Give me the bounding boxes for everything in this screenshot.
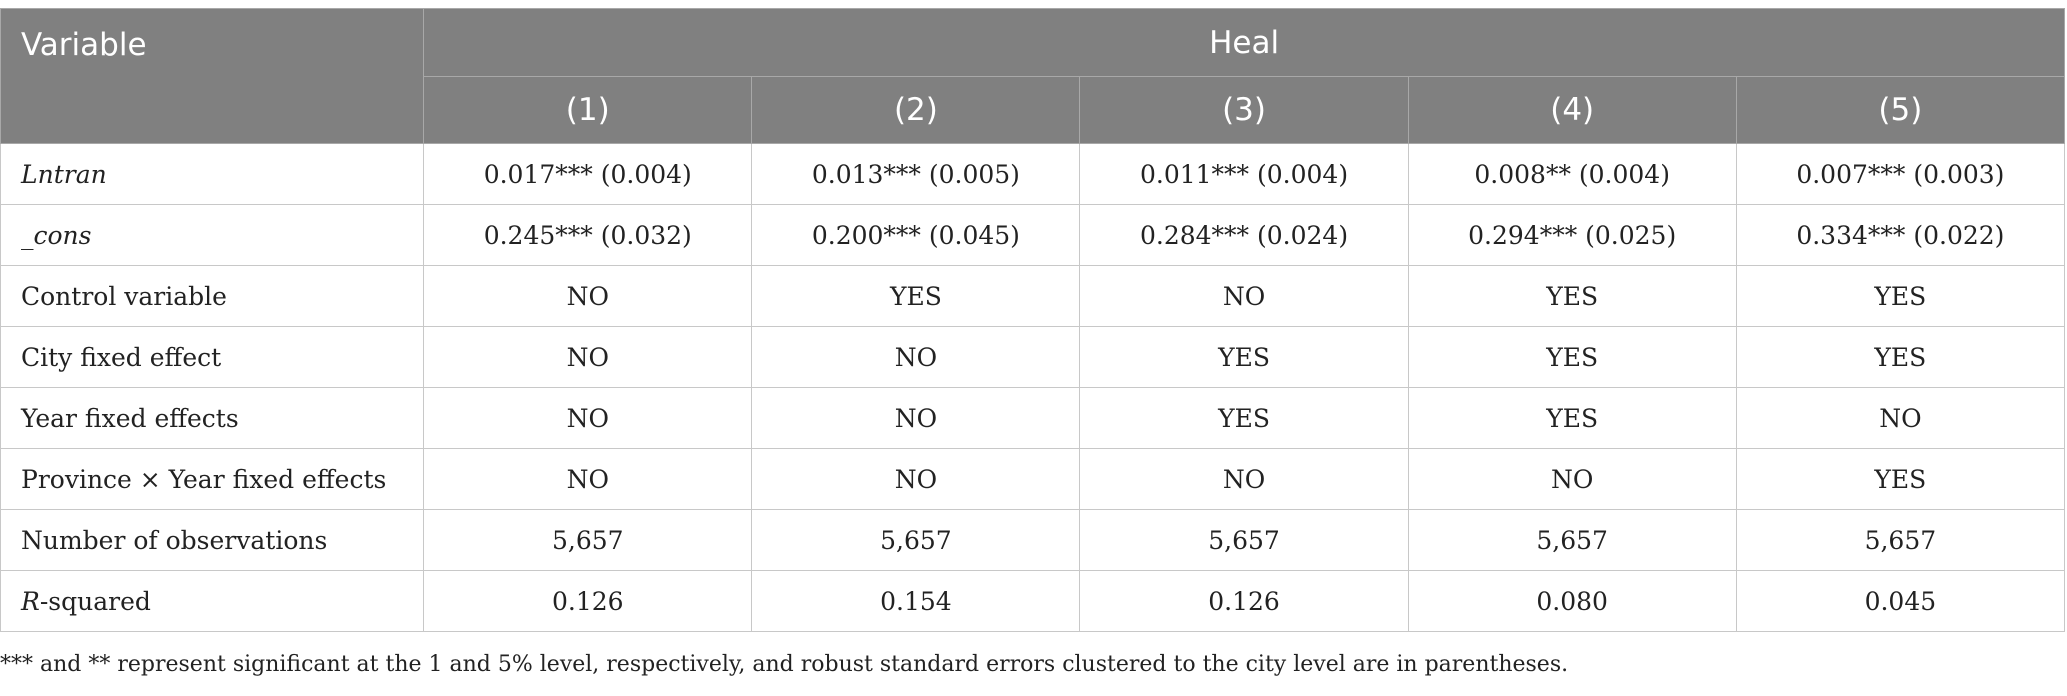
table-cell: 0.245*** (0.032) [423,204,753,266]
row-label: Year fixed effects [0,387,425,449]
table-cell: 0.008** (0.004) [1407,143,1737,205]
table-cell: NO [423,265,753,327]
heal-group-header: Heal [423,8,2065,77]
table-cell: NO [423,448,753,510]
table-cell: 5,657 [423,509,753,571]
row-label: Control variable [0,265,425,327]
table-row: Province × Year fixed effects NO NO NO NO YES [0,448,2066,510]
row-label: Lntran [0,143,425,205]
row-label-text: City fixed effect [21,342,222,372]
column-header-4: (4) [1407,76,1737,144]
row-label-text: -squared [39,586,151,616]
variable-column-header: Variable [0,8,425,144]
results-table-container: Variable Heal (1) (2) (3) (4) (5) Lntran… [0,8,2066,632]
table-row: R-squared 0.126 0.154 0.126 0.080 0.045 [0,570,2066,632]
table-row: Lntran 0.017*** (0.004) 0.013*** (0.005) 0.… [0,143,2066,205]
table-cell: 0.334*** (0.022) [1735,204,2066,266]
row-label-text: Province × Year fixed effects [21,464,387,494]
table-cell: 5,657 [1407,509,1737,571]
table-cell: 0.294*** (0.025) [1407,204,1737,266]
table-cell: 0.007*** (0.003) [1735,143,2066,205]
table-cell: 0.284*** (0.024) [1079,204,1409,266]
table-row: Year fixed effects NO NO YES YES NO [0,387,2066,449]
table-cell: 0.200*** (0.045) [751,204,1081,266]
table-row: Control variable NO YES NO YES YES [0,265,2066,327]
table-cell: YES [1735,448,2066,510]
row-label-italic-part: _cons [21,220,92,250]
table-footnote: *** and ** represent significant at the … [0,652,1569,677]
row-label: Province × Year fixed effects [0,448,425,510]
table-cell: NO [1735,387,2066,449]
table-row: Number of observations 5,657 5,657 5,657 5,6… [0,509,2066,571]
table-cell: 0.017*** (0.004) [423,143,753,205]
table-cell: NO [1407,448,1737,510]
table-body: Lntran 0.017*** (0.004) 0.013*** (0.005) 0.… [0,143,2066,632]
table-cell: 0.080 [1407,570,1737,632]
row-label-text: Year fixed effects [21,403,239,433]
table-cell: NO [751,448,1081,510]
regression-results-table: Variable Heal (1) (2) (3) (4) (5) Lntran… [0,8,2066,632]
table-cell: YES [1735,265,2066,327]
table-row: _cons 0.245*** (0.032) 0.200*** (0.045) 0.2… [0,204,2066,266]
table-cell: 0.011*** (0.004) [1079,143,1409,205]
column-header-2: (2) [751,76,1081,144]
row-label: _cons [0,204,425,266]
row-label-italic-part: R [21,586,40,616]
table-cell: YES [1407,265,1737,327]
row-label-text: Number of observations [21,525,328,555]
row-label: City fixed effect [0,326,425,388]
table-row: City fixed effect NO NO YES YES YES [0,326,2066,388]
row-label: R-squared [0,570,425,632]
table-cell: NO [751,387,1081,449]
column-header-1: (1) [423,76,753,144]
table-cell: NO [423,326,753,388]
row-label-italic-part: Lntran [21,159,107,189]
table-cell: 5,657 [1735,509,2066,571]
table-cell: 0.126 [1079,570,1409,632]
table-cell: YES [751,265,1081,327]
table-cell: YES [1735,326,2066,388]
table-cell: YES [1407,387,1737,449]
table-cell: NO [1079,448,1409,510]
table-cell: NO [751,326,1081,388]
table-cell: 5,657 [751,509,1081,571]
table-cell: NO [1079,265,1409,327]
table-cell: YES [1407,326,1737,388]
table-cell: NO [423,387,753,449]
column-header-5: (5) [1735,76,2066,144]
table-cell: 0.013*** (0.005) [751,143,1081,205]
header-row-group: Variable Heal [0,8,2065,144]
header-row-columns: (1) (2) (3) (4) (5) [1,76,2066,144]
row-label: Number of observations [0,509,425,571]
table-cell: 0.126 [423,570,753,632]
table-cell: 0.045 [1735,570,2066,632]
row-label-text: Control variable [21,281,227,311]
table-cell: YES [1079,326,1409,388]
table-cell: YES [1079,387,1409,449]
table-cell: 5,657 [1079,509,1409,571]
column-header-3: (3) [1079,76,1409,144]
table-header: Variable Heal (1) (2) (3) (4) (5) [0,8,2066,144]
table-cell: 0.154 [751,570,1081,632]
